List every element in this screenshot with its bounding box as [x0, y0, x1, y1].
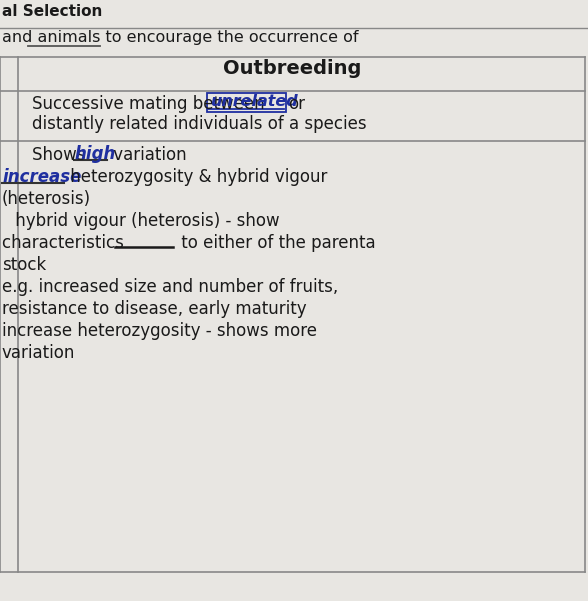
Text: resistance to disease, early maturity: resistance to disease, early maturity	[2, 300, 306, 318]
Text: high: high	[74, 145, 116, 163]
Text: hybrid vigour (heterosis) - show: hybrid vigour (heterosis) - show	[10, 212, 280, 230]
Text: to either of the parenta: to either of the parenta	[176, 234, 375, 252]
Text: (heterosis): (heterosis)	[2, 190, 91, 208]
Text: variation: variation	[108, 146, 187, 164]
Text: Outbreeding: Outbreeding	[223, 59, 361, 78]
Text: and animals to encourage the occurrence of: and animals to encourage the occurrence …	[2, 30, 359, 45]
Text: Shows: Shows	[32, 146, 91, 164]
Text: unrelated: unrelated	[211, 94, 298, 109]
Text: Successive mating between: Successive mating between	[32, 95, 265, 113]
Text: variation: variation	[2, 344, 75, 362]
Text: or: or	[289, 95, 305, 113]
Text: stock: stock	[2, 256, 46, 274]
Text: characteristics: characteristics	[2, 234, 129, 252]
Text: heterozygosity & hybrid vigour: heterozygosity & hybrid vigour	[65, 168, 328, 186]
Text: distantly related individuals of a species: distantly related individuals of a speci…	[32, 115, 367, 133]
Text: e.g. increased size and number of fruits,: e.g. increased size and number of fruits…	[2, 278, 338, 296]
Text: al Selection: al Selection	[2, 4, 102, 19]
Text: increase heterozygosity - shows more: increase heterozygosity - shows more	[2, 322, 317, 340]
Text: increase: increase	[2, 168, 81, 186]
